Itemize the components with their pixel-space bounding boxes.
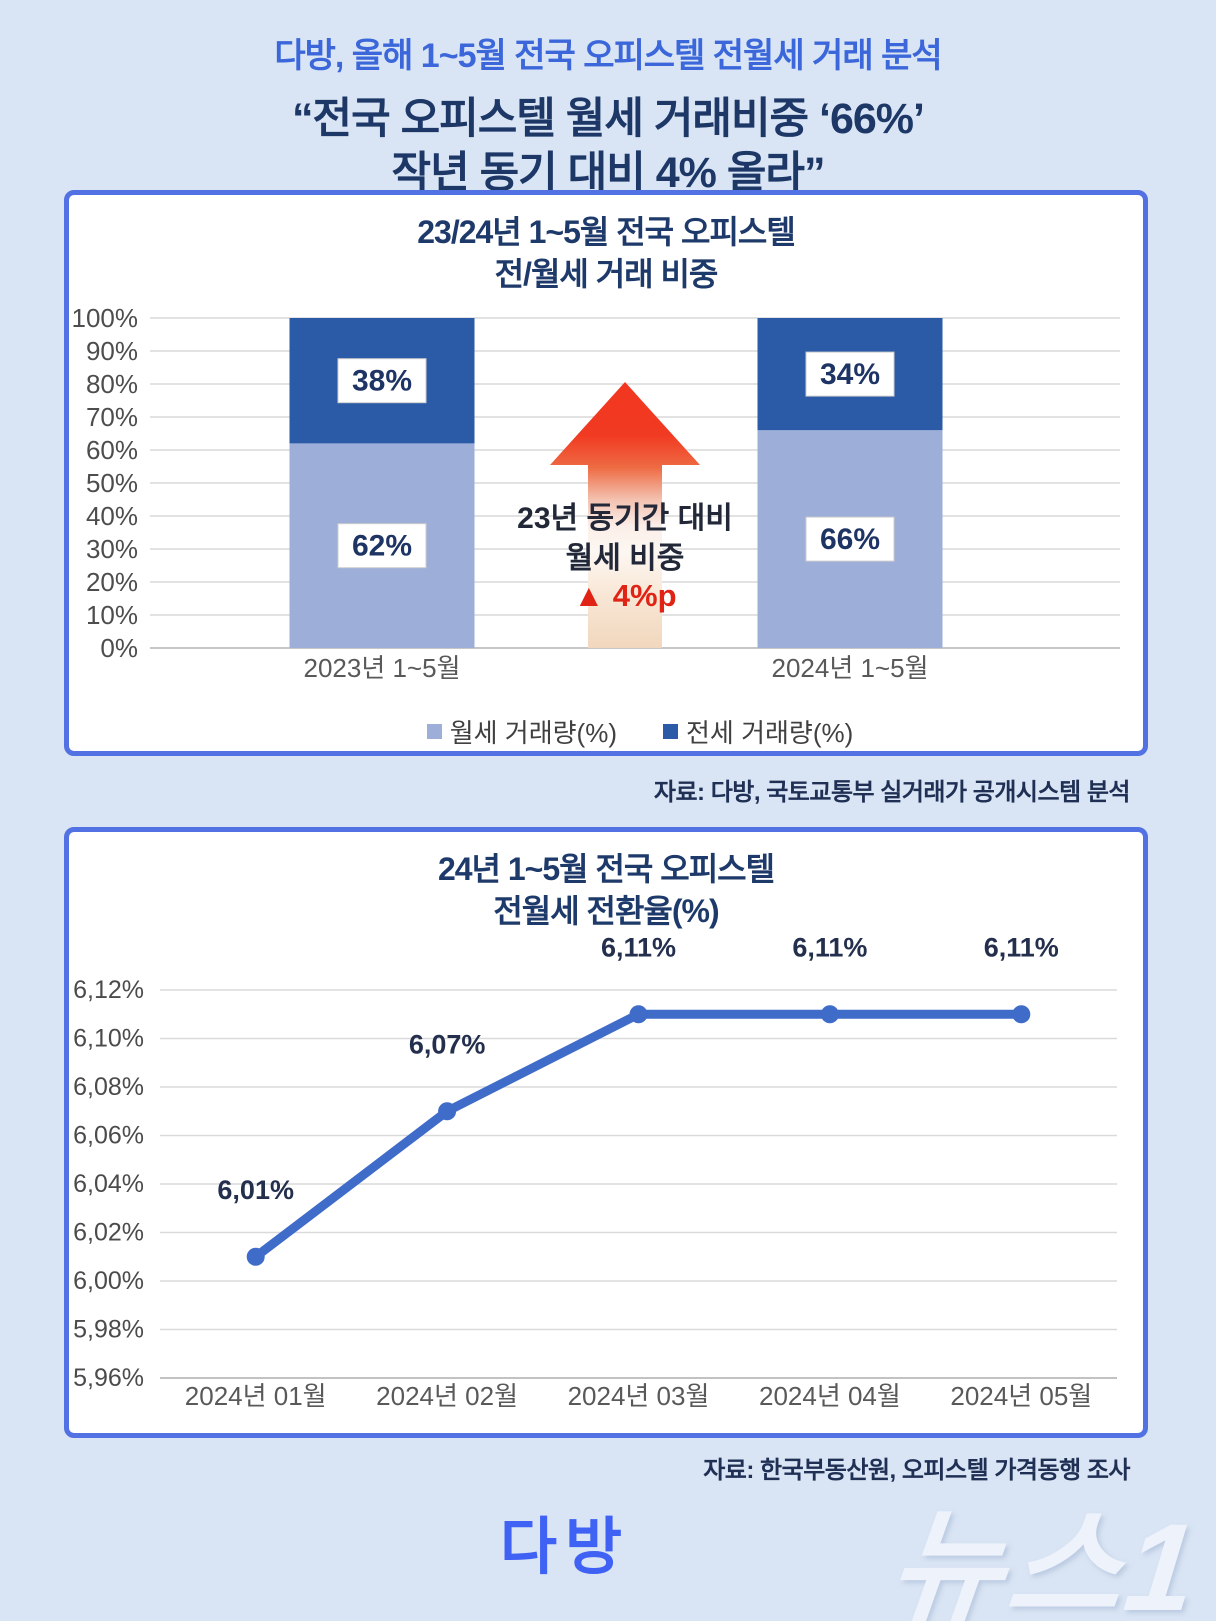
y-axis-tick-label: 60% [86,435,138,465]
y-axis-tick-label: 100% [72,303,139,333]
data-point-label: 6,11% [984,932,1059,962]
header-subtitle: 다방, 올해 1~5월 전국 오피스텔 전월세 거래 분석 [274,37,942,75]
data-point-marker [246,1247,265,1266]
y-axis-tick-label: 70% [86,402,138,432]
dabang-logo: 다방 [500,1513,631,1582]
news1-watermark: 뉴스1 [882,1499,1206,1621]
legend-swatch-monthly-rent [426,724,442,739]
bar-chart-title-line1: 23/24년 1~5월 전국 오피스텔 [417,214,796,250]
bar-value-label: 34% [820,358,880,391]
x-axis-category-label: 2024년 03월 [568,1381,710,1411]
stacked-bar-chart: 100%90%80%70%60%50%40%30%20%10%0% 62% 38% 2… [72,303,1120,683]
data-point-marker [1012,1005,1031,1024]
up-arrow-icon [550,382,700,648]
source-note-2: 자료: 한국부동산원, 오피스텔 가격동행 조사 [703,1457,1130,1484]
header-title-line1: “전국 오피스텔 월세 거래비중 ‘66%’ [292,95,925,143]
bar-value-box [805,351,895,397]
legend-item-jeonse: 전세 거래량(%) [663,713,853,750]
x-axis-category-label: 2024년 02월 [376,1381,518,1411]
arrow-annotation-delta: ▲ 4%p [573,578,676,613]
header-title-line2: 작년 동기 대비 4% 올라” [391,149,826,197]
y-axis-tick-label: 50% [86,468,138,498]
y-axis-tick-label: 90% [86,336,138,366]
legend-label-jeonse: 전세 거래량(%) [686,718,854,748]
line-chart-title-line1: 24년 1~5월 전국 오피스텔 [437,851,775,887]
x-axis-category-label: 2024년 1~5월 [771,653,928,683]
x-axis-category-label: 2023년 1~5월 [303,653,460,683]
y-axis-tick-label: 20% [86,567,138,597]
data-point-label: 6,11% [601,932,676,962]
data-point-label: 6,01% [217,1175,294,1205]
bar-value-box [337,523,427,569]
bar-chart-legend: 월세 거래량(%) 전세 거래량(%) [155,713,1125,750]
y-axis-tick-label: 5,96% [73,1364,144,1392]
y-axis-tick-label: 6,08% [73,1073,144,1101]
x-axis-category-label: 2024년 05월 [950,1381,1092,1411]
bar-value-label: 62% [352,530,412,563]
y-axis-tick-label: 6,00% [73,1267,144,1295]
data-point-marker [820,1005,839,1024]
y-axis-tick-label: 6,10% [73,1025,144,1053]
data-point-marker [629,1005,648,1024]
bar-value-box [337,358,427,404]
y-axis-tick-label: 80% [86,369,138,399]
y-axis-tick-label: 5,98% [73,1316,144,1344]
x-axis-category-label: 2024년 01월 [185,1381,327,1411]
y-axis-tick-label: 0% [100,633,138,663]
panel-transaction-ratio-chart: 23/24년 1~5월 전국 오피스텔 전/월세 거래 비중 100% 90% 80… [64,190,1148,756]
y-axis-tick-label: 30% [86,534,138,564]
y-axis-tick-label: 6,04% [73,1170,144,1198]
y-axis-tick-label: 10% [86,600,138,630]
bar-value-box [805,516,895,562]
y-axis-tick-label: 6,12% [73,976,144,1004]
y-axis-tick-label: 6,06% [73,1122,144,1150]
bar-value-label: 66% [820,523,880,556]
legend-label-monthly-rent: 월세 거래량(%) [449,718,617,748]
bar-chart-title-line2: 전/월세 거래 비중 [494,256,719,292]
data-point-marker [438,1102,457,1121]
arrow-annotation-line1: 23년 동기간 대비 [517,502,733,535]
data-point-label: 6,11% [792,932,867,962]
line-chart-title: 24년 1~5월 전국 오피스텔 전월세 전환율(%) [69,848,1143,932]
data-point-label: 6,07% [409,1029,486,1059]
bar-value-label: 38% [352,365,412,398]
source-note-1: 자료: 다방, 국토교통부 실거래가 공개시스템 분석 [653,779,1131,806]
y-axis-tick-label: 40% [86,501,138,531]
legend-item-monthly-rent: 월세 거래량(%) [426,713,617,750]
x-axis-category-label: 2024년 04월 [759,1381,901,1411]
bar-chart-title: 23/24년 1~5월 전국 오피스텔 전/월세 거래 비중 [69,211,1143,295]
panel-conversion-rate-chart: 24년 1~5월 전국 오피스텔 전월세 전환율(%) 6,12% 6,10% 6,… [64,827,1148,1438]
line-chart-title-line2: 전월세 전환율(%) [493,893,719,929]
y-axis-tick-label: 6,02% [73,1219,144,1247]
legend-swatch-jeonse [663,724,678,739]
arrow-annotation-line2: 월세 비중 [566,542,685,575]
line-chart: 6,12% 6,10% 6,08% 6,06% 6,04% 6,02% 6,00% 5,98%… [73,932,1117,1411]
